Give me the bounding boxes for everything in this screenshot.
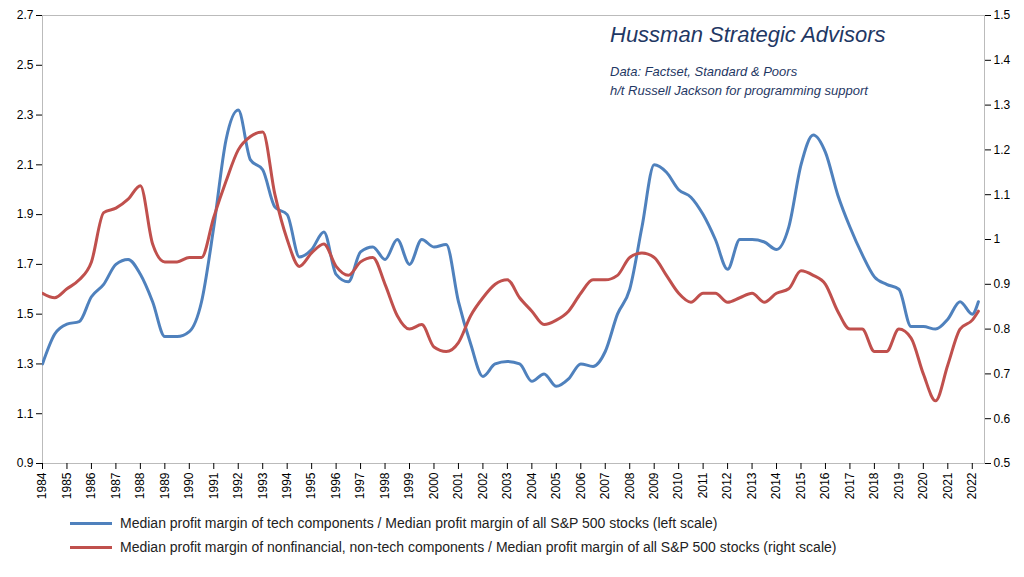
svg-text:1.1: 1.1 — [17, 407, 34, 421]
svg-text:2002: 2002 — [476, 472, 490, 499]
svg-text:1.3: 1.3 — [994, 98, 1011, 112]
svg-text:2013: 2013 — [745, 472, 759, 499]
svg-text:2.1: 2.1 — [17, 158, 34, 172]
svg-text:2017: 2017 — [843, 472, 857, 499]
svg-text:1989: 1989 — [158, 472, 172, 499]
svg-text:2010: 2010 — [671, 472, 685, 499]
svg-text:2003: 2003 — [500, 472, 514, 499]
svg-text:2.7: 2.7 — [17, 8, 34, 22]
svg-text:1.3: 1.3 — [17, 357, 34, 371]
svg-text:1992: 1992 — [231, 472, 245, 499]
svg-text:1987: 1987 — [109, 472, 123, 499]
html-text:Median profit margin of nonfin: Median profit margin of nonfinancial, no… — [120, 539, 837, 555]
svg-text:2015: 2015 — [794, 472, 808, 499]
svg-text:2008: 2008 — [623, 472, 637, 499]
svg-text:1986: 1986 — [84, 472, 98, 499]
svg-text:0.9: 0.9 — [994, 277, 1011, 291]
html-text:Data: Factset, Standard & Poor: Data: Factset, Standard & Poors — [610, 64, 798, 79]
svg-text:1.1: 1.1 — [994, 188, 1011, 202]
svg-text:2000: 2000 — [427, 472, 441, 499]
svg-text:0.7: 0.7 — [994, 367, 1011, 381]
svg-text:2006: 2006 — [574, 472, 588, 499]
html-text:h/t Russell Jackson for progra: h/t Russell Jackson for programming supp… — [610, 83, 868, 98]
svg-text:0.9: 0.9 — [17, 456, 34, 470]
svg-text:2009: 2009 — [647, 472, 661, 499]
svg-text:2012: 2012 — [720, 472, 734, 499]
svg-text:2014: 2014 — [769, 472, 783, 499]
svg-text:2.3: 2.3 — [17, 108, 34, 122]
svg-text:2020: 2020 — [916, 472, 930, 499]
svg-text:1994: 1994 — [280, 472, 294, 499]
svg-text:1997: 1997 — [353, 472, 367, 499]
svg-text:1995: 1995 — [304, 472, 318, 499]
svg-text:1.2: 1.2 — [994, 143, 1011, 157]
svg-text:1996: 1996 — [329, 472, 343, 499]
svg-text:2005: 2005 — [549, 472, 563, 499]
svg-text:1999: 1999 — [402, 472, 416, 499]
svg-text:1993: 1993 — [256, 472, 270, 499]
svg-text:1.5: 1.5 — [17, 307, 34, 321]
svg-text:0.6: 0.6 — [994, 412, 1011, 426]
svg-text:2019: 2019 — [892, 472, 906, 499]
svg-text:2004: 2004 — [525, 472, 539, 499]
html-text:Hussman Strategic Advisors: Hussman Strategic Advisors — [610, 22, 886, 47]
svg-text:2016: 2016 — [818, 472, 832, 499]
svg-text:2011: 2011 — [696, 472, 710, 498]
svg-text:0.8: 0.8 — [994, 322, 1011, 336]
svg-text:2.5: 2.5 — [17, 58, 34, 72]
svg-text:1991: 1991 — [207, 472, 221, 499]
svg-text:1.7: 1.7 — [17, 257, 34, 271]
svg-text:1988: 1988 — [133, 472, 147, 499]
svg-text:1985: 1985 — [60, 472, 74, 499]
svg-text:1998: 1998 — [378, 472, 392, 499]
svg-text:1.9: 1.9 — [17, 207, 34, 221]
svg-text:1984: 1984 — [35, 472, 49, 499]
svg-text:0.5: 0.5 — [994, 456, 1011, 470]
svg-text:2007: 2007 — [598, 472, 612, 499]
svg-text:1.4: 1.4 — [994, 53, 1011, 67]
svg-text:1.5: 1.5 — [994, 8, 1011, 22]
svg-text:2021: 2021 — [941, 472, 955, 499]
svg-text:1: 1 — [994, 232, 1001, 246]
svg-text:2022: 2022 — [965, 472, 979, 499]
svg-text:2001: 2001 — [451, 472, 465, 499]
svg-text:1990: 1990 — [182, 472, 196, 499]
html-text:Median profit margin of tech c: Median profit margin of tech components … — [120, 515, 718, 531]
svg-text:2018: 2018 — [867, 472, 881, 499]
